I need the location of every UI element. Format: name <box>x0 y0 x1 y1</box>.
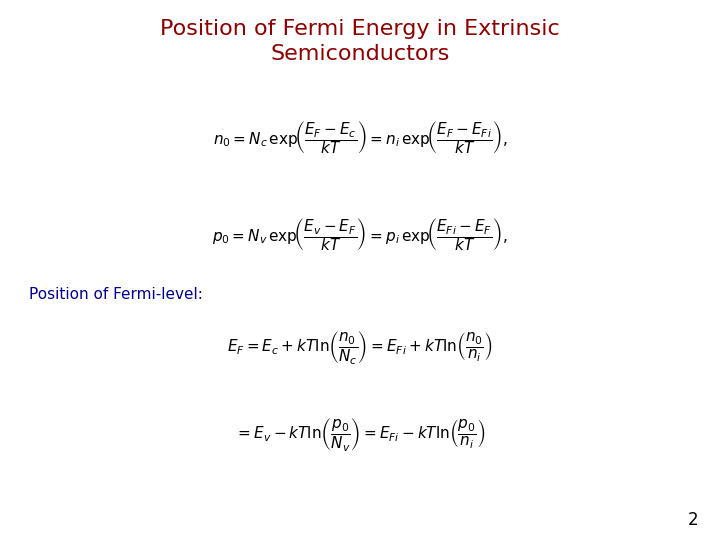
Text: 2: 2 <box>688 511 698 529</box>
Text: $n_0 = N_c \,\mathrm{exp}\!\left(\dfrac{E_F - E_c}{kT}\right) = n_i\, \mathrm{ex: $n_0 = N_c \,\mathrm{exp}\!\left(\dfrac{… <box>212 119 508 156</box>
Text: $= E_v - kT\ln\!\left(\dfrac{p_0}{N_v}\right) = E_{Fi} - kT\ln\!\left(\dfrac{p_0: $= E_v - kT\ln\!\left(\dfrac{p_0}{N_v}\r… <box>235 416 485 453</box>
Text: Position of Fermi-level:: Position of Fermi-level: <box>29 287 202 302</box>
Text: $p_0 = N_v \,\mathrm{exp}\!\left(\dfrac{E_v - E_F}{kT}\right) = p_i\, \mathrm{ex: $p_0 = N_v \,\mathrm{exp}\!\left(\dfrac{… <box>212 217 508 253</box>
Text: Position of Fermi Energy in Extrinsic
Semiconductors: Position of Fermi Energy in Extrinsic Se… <box>160 19 560 64</box>
Text: $E_F = E_c + kT\ln\!\left(\dfrac{n_0}{N_c}\right) = E_{Fi} + kT\ln\!\left(\dfrac: $E_F = E_c + kT\ln\!\left(\dfrac{n_0}{N_… <box>227 330 493 367</box>
